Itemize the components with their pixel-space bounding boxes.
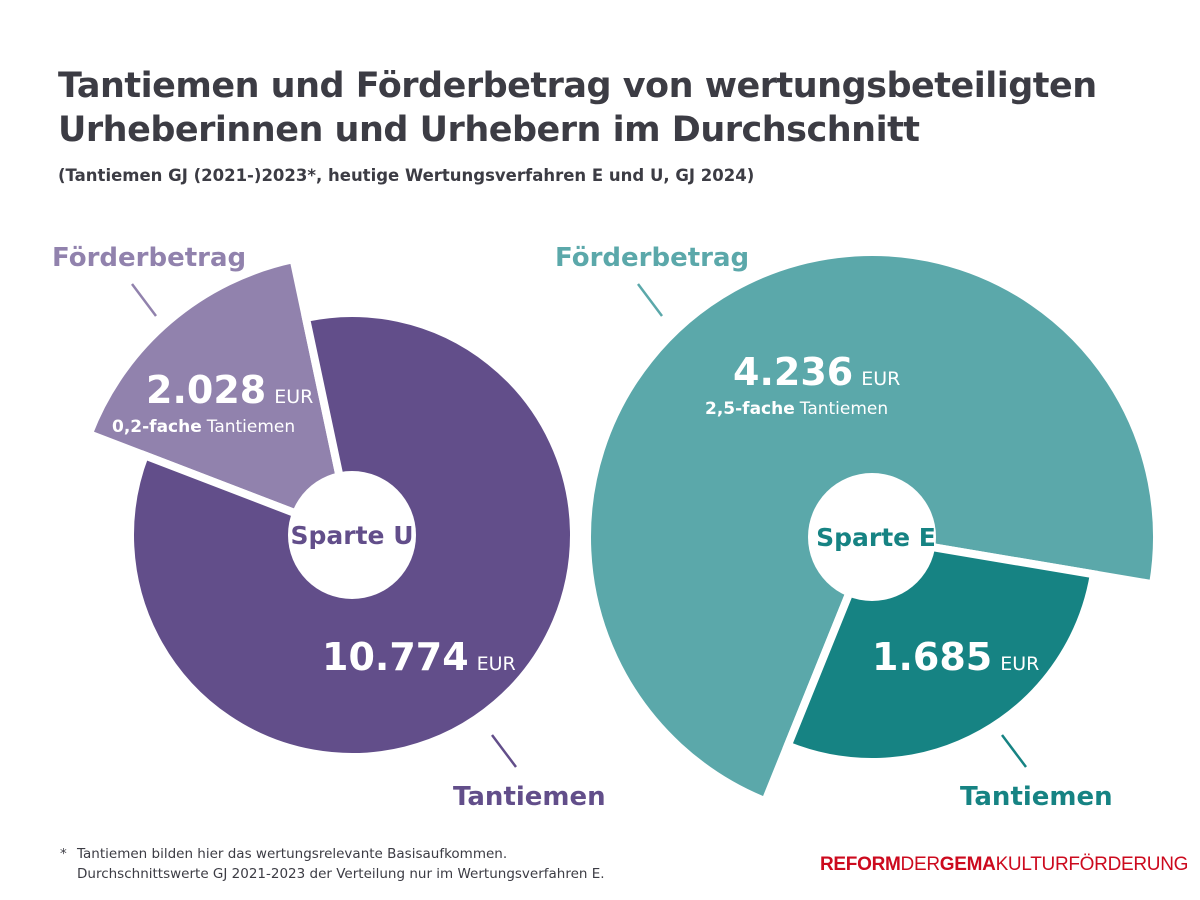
multiple-foerderbetrag-e: 2,5-fache Tantiemen (705, 399, 888, 419)
label-tantiemen-u: Tantiemen (453, 782, 606, 812)
footnote-line-1: Tantiemen bilden hier das wertungsreleva… (77, 846, 508, 862)
footnote: * Tantiemen bilden hier das wertungsrele… (60, 844, 605, 884)
multiple-foerderbetrag-u: 0,2-fache Tantiemen (112, 417, 295, 437)
center-label-u: Sparte U (290, 521, 413, 550)
leader-line-foerderbetrag-u (131, 283, 157, 317)
center-hole-u (288, 471, 416, 599)
title-line-1: Tantiemen und Förderbetrag von wertungsb… (58, 66, 1097, 106)
label-tantiemen-e: Tantiemen (960, 782, 1113, 812)
value-tantiemen-u: 10.774 EUR (322, 635, 516, 679)
leader-line-tantiemen-u (491, 734, 517, 768)
value-foerderbetrag-u: 2.028 EUR (146, 368, 313, 412)
slice-foerderbetrag-u (83, 254, 358, 542)
value-foerderbetrag-e: 4.236 EUR (733, 350, 900, 394)
footnote-line-2: Durchschnittswerte GJ 2021-2023 der Vert… (77, 866, 605, 882)
footnote-marker: * (60, 846, 67, 862)
pie-sparte-u (83, 254, 578, 761)
leader-line-foerderbetrag-e (637, 283, 663, 317)
chart-subtitle: (Tantiemen GJ (2021-)2023*, heutige Wert… (58, 166, 755, 185)
label-foerderbetrag-e: Förderbetrag (555, 243, 749, 273)
pie-sparte-e (583, 248, 1161, 807)
center-hole-e (808, 473, 936, 601)
label-foerderbetrag-u: Förderbetrag (52, 243, 246, 273)
leader-line-tantiemen-e (1001, 734, 1027, 768)
logo-reform-der-gema-kulturfoerderung: REFORMDERGEMAKULTURFÖRDERUNG (820, 854, 1189, 875)
title-line-2: Urheberinnen und Urhebern im Durchschnit… (58, 110, 920, 150)
center-label-e: Sparte E (816, 523, 936, 552)
chart-title: Tantiemen und Förderbetrag von wertungsb… (58, 64, 1097, 152)
value-tantiemen-e: 1.685 EUR (872, 635, 1039, 679)
